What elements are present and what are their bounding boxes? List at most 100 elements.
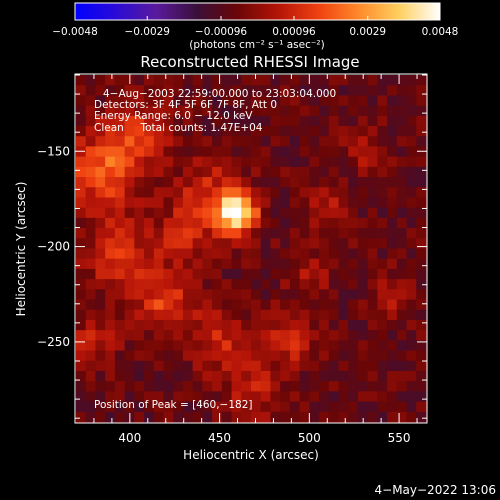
heatmap-cell xyxy=(348,330,359,341)
heatmap-cell xyxy=(231,207,242,219)
heatmap-cell xyxy=(212,217,223,229)
heatmap-cell xyxy=(202,187,213,199)
heatmap-cell xyxy=(163,299,174,311)
heatmap-cell xyxy=(387,228,398,239)
heatmap-cell xyxy=(241,238,252,250)
heatmap-cell xyxy=(182,75,194,86)
heatmap-cell xyxy=(182,228,194,239)
heatmap-cell xyxy=(251,279,262,290)
heatmap-cell xyxy=(387,105,398,117)
heatmap-cell xyxy=(338,319,349,331)
y-axis-label: Heliocentric Y (arcsec) xyxy=(14,182,28,317)
colorbar-ticks: −0.0048 −0.0029 −0.00096 0.00096 0.0029 0.004… xyxy=(52,16,458,38)
heatmap-cell xyxy=(338,299,349,311)
heatmap-cell xyxy=(357,268,369,280)
heatmap-cell xyxy=(114,217,126,229)
heatmap-cell xyxy=(76,95,87,107)
heatmap-cell xyxy=(95,258,106,270)
heatmap-cell xyxy=(309,95,320,107)
heatmap-cell xyxy=(241,370,252,382)
heatmap-cell xyxy=(163,85,174,97)
heatmap-cell xyxy=(280,217,291,229)
heatmap-cell xyxy=(260,370,272,382)
heatmap-cell xyxy=(163,207,174,219)
heatmap-cell xyxy=(299,75,310,86)
heatmap-cell xyxy=(202,411,213,423)
heatmap-cell xyxy=(387,370,398,382)
heatmap-cell xyxy=(270,248,281,260)
heatmap-cell xyxy=(357,319,369,331)
heatmap-cell xyxy=(202,268,213,280)
heatmap-cell xyxy=(241,166,252,178)
heatmap-cell xyxy=(280,75,291,86)
heatmap-cell xyxy=(231,370,242,382)
heatmap-cell xyxy=(251,156,262,168)
heatmap-cell xyxy=(124,330,135,341)
heatmap-cell xyxy=(134,136,145,148)
heatmap-cell xyxy=(192,279,203,290)
heatmap-cell xyxy=(114,258,126,270)
heatmap-cell xyxy=(328,360,340,372)
heatmap-cell xyxy=(387,217,398,229)
heatmap-cell xyxy=(251,319,262,331)
heatmap-cell xyxy=(114,105,126,117)
heatmap-cell xyxy=(105,401,116,413)
heatmap-cell xyxy=(260,136,272,148)
heatmap-cell xyxy=(270,187,281,199)
heatmap-cell xyxy=(144,319,155,331)
heatmap-cell xyxy=(357,309,369,321)
heatmap-cell xyxy=(76,156,87,168)
heatmap-cell xyxy=(163,95,174,107)
x-tick-label: 500 xyxy=(298,431,321,445)
heatmap-cell xyxy=(338,289,349,301)
heatmap-cell xyxy=(348,401,359,413)
heatmap-cell xyxy=(377,299,388,311)
heatmap-cell xyxy=(357,207,369,219)
heatmap-cell xyxy=(212,187,223,199)
heatmap-cell xyxy=(348,136,359,148)
heatmap-cell xyxy=(328,126,340,137)
heatmap-cell xyxy=(95,197,106,209)
heatmap-cell xyxy=(377,370,388,382)
heatmap-cell xyxy=(309,105,320,117)
heatmap-cell xyxy=(144,350,155,362)
heatmap-cell xyxy=(212,207,223,219)
heatmap-cell xyxy=(299,411,310,423)
heatmap-cell xyxy=(182,177,194,188)
heatmap-cell xyxy=(153,411,165,423)
heatmap-cell xyxy=(153,238,165,250)
heatmap-cell xyxy=(260,177,272,188)
heatmap-cell xyxy=(124,370,135,382)
heatmap-cell xyxy=(221,238,233,250)
heatmap-cell xyxy=(173,146,184,158)
heatmap-cell xyxy=(85,360,97,372)
heatmap-cell xyxy=(241,350,252,362)
heatmap-cell xyxy=(163,319,174,331)
heatmap-cell xyxy=(95,411,106,423)
heatmap-cell xyxy=(105,177,116,188)
heatmap-cell xyxy=(338,126,349,137)
heatmap-cell xyxy=(367,187,378,199)
heatmap-cell xyxy=(280,411,291,423)
heatmap-cell xyxy=(406,289,417,301)
heatmap-cell xyxy=(163,177,174,188)
heatmap-cell xyxy=(280,350,291,362)
heatmap-cell xyxy=(289,309,301,321)
heatmap-cell xyxy=(289,217,301,229)
heatmap-cell xyxy=(280,95,291,107)
heatmap-cell xyxy=(280,330,291,341)
heatmap-cell xyxy=(163,166,174,178)
heatmap-cell xyxy=(338,187,349,199)
heatmap-cell xyxy=(163,115,174,127)
heatmap-cell xyxy=(328,391,340,403)
heatmap-cell xyxy=(114,411,126,423)
heatmap-cell xyxy=(270,115,281,127)
heatmap-cell xyxy=(270,85,281,97)
heatmap-cell xyxy=(85,319,97,331)
heatmap-cell xyxy=(416,228,427,239)
heatmap-cell xyxy=(85,370,97,382)
heatmap-cell xyxy=(416,279,427,290)
heatmap-cell xyxy=(124,299,135,311)
heatmap-cell xyxy=(289,370,301,382)
